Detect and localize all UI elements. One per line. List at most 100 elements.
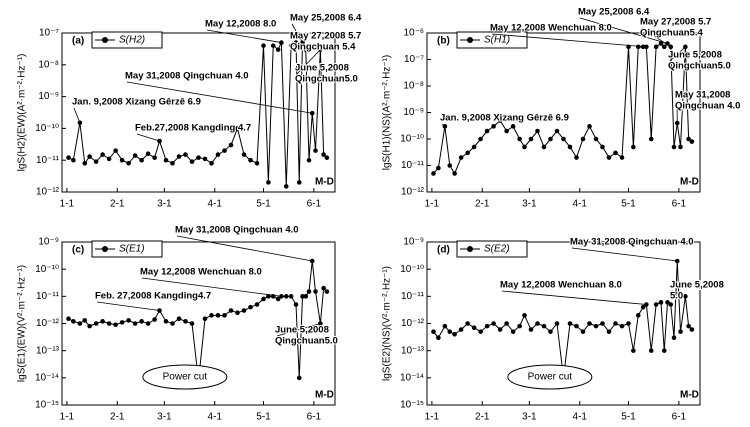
x-tick-label: 5-1 bbox=[256, 199, 271, 210]
data-point bbox=[279, 294, 284, 299]
data-point bbox=[471, 144, 477, 150]
data-point bbox=[71, 157, 76, 163]
data-point bbox=[686, 323, 691, 329]
data-point bbox=[306, 157, 312, 163]
data-point bbox=[631, 348, 636, 353]
data-point bbox=[619, 323, 625, 329]
data-point bbox=[689, 139, 695, 144]
data-point bbox=[436, 335, 441, 341]
data-point bbox=[248, 304, 253, 310]
data-point bbox=[447, 163, 453, 168]
data-point bbox=[261, 43, 266, 48]
x-tick-label: 4-1 bbox=[573, 412, 588, 423]
x-tick-label: 5-1 bbox=[256, 412, 271, 423]
data-point bbox=[139, 157, 144, 163]
data-point bbox=[119, 320, 125, 325]
data-point bbox=[535, 128, 540, 134]
annotation: 5.0 bbox=[670, 291, 683, 302]
data-point bbox=[170, 160, 175, 166]
data-point bbox=[510, 124, 516, 129]
legend-label: S(E1) bbox=[119, 244, 145, 255]
data-point bbox=[163, 157, 169, 163]
note: Power cut bbox=[163, 372, 208, 383]
data-point bbox=[593, 323, 599, 329]
data-point bbox=[296, 180, 302, 185]
y-tick-label: 10⁻¹³ bbox=[401, 345, 425, 356]
note: Power cut bbox=[528, 372, 573, 383]
y-tick-label: 10⁻⁸ bbox=[38, 59, 59, 70]
data-point bbox=[241, 152, 247, 157]
data-point bbox=[644, 302, 649, 307]
data-point bbox=[288, 43, 294, 48]
series-line bbox=[433, 42, 693, 175]
data-point bbox=[689, 327, 695, 332]
y-tick-label: 10⁻⁷ bbox=[39, 28, 59, 39]
data-point bbox=[293, 302, 299, 307]
data-point bbox=[235, 310, 240, 315]
data-point bbox=[567, 144, 573, 150]
data-point bbox=[686, 136, 691, 142]
data-point bbox=[145, 321, 151, 326]
annotation-leader bbox=[579, 17, 668, 44]
data-point bbox=[306, 289, 312, 294]
y-axis-label: lgS(H1)(NS)(A²·m⁻²·Hz⁻¹) bbox=[382, 55, 393, 171]
data-point bbox=[442, 323, 448, 329]
series-line bbox=[68, 260, 328, 381]
data-point bbox=[491, 321, 496, 326]
y-tick-label: 10⁻⁸ bbox=[403, 81, 424, 92]
data-point bbox=[324, 155, 330, 160]
data-point bbox=[447, 329, 453, 334]
annotation: May 31,2008 Qingchuan 4.0 bbox=[570, 237, 694, 248]
panel-label: (d) bbox=[437, 245, 450, 256]
annotation: Qingchuan 5.4 bbox=[290, 42, 356, 53]
x-tick-label: 3-1 bbox=[522, 199, 537, 210]
plot-frame bbox=[61, 32, 336, 193]
panel-label: (b) bbox=[437, 36, 450, 47]
data-point bbox=[678, 329, 683, 334]
x-tick-label: 3-1 bbox=[157, 412, 172, 423]
data-point bbox=[196, 155, 201, 160]
annotation: Qingchuan5.0 bbox=[668, 61, 731, 72]
x-tick-label: 6-1 bbox=[672, 412, 687, 423]
legend-box bbox=[91, 31, 163, 49]
data-point bbox=[561, 136, 566, 142]
data-point bbox=[528, 136, 534, 142]
data-point bbox=[313, 289, 318, 294]
x-tick-label: 6-1 bbox=[307, 412, 322, 423]
data-point bbox=[139, 319, 144, 324]
data-point bbox=[522, 313, 527, 318]
data-point bbox=[497, 327, 503, 332]
data-point bbox=[648, 348, 654, 353]
y-tick-label: 10⁻⁹ bbox=[38, 91, 59, 102]
data-point bbox=[436, 165, 441, 171]
data-point bbox=[517, 136, 522, 142]
data-point bbox=[66, 155, 71, 160]
annotation: May 27,2008 5.7 bbox=[290, 31, 361, 42]
data-point bbox=[283, 294, 289, 299]
legend-label: S(E2) bbox=[484, 244, 510, 255]
x-tick-label: 2-1 bbox=[110, 412, 125, 423]
data-point bbox=[275, 47, 281, 52]
data-point bbox=[100, 319, 105, 324]
data-point bbox=[478, 329, 483, 334]
data-point bbox=[640, 304, 646, 310]
legend-box bbox=[456, 240, 528, 258]
data-point bbox=[296, 375, 302, 381]
data-point bbox=[93, 159, 99, 164]
data-point bbox=[674, 258, 680, 264]
data-point bbox=[528, 327, 534, 332]
data-point bbox=[235, 126, 240, 131]
data-point bbox=[321, 152, 326, 157]
data-point bbox=[631, 144, 636, 150]
annotation-leader bbox=[276, 323, 321, 337]
data-point bbox=[510, 329, 516, 334]
y-tick-label: 10⁻⁹ bbox=[403, 107, 424, 118]
data-point bbox=[126, 318, 131, 323]
annotation-leader bbox=[126, 81, 313, 114]
annotation: Qingchuan5.0 bbox=[295, 74, 358, 85]
annotation: Qingchuan5.4 bbox=[640, 28, 704, 39]
y-tick-label: 10⁻¹⁰ bbox=[400, 134, 424, 145]
annotation-leader bbox=[671, 290, 686, 297]
data-point bbox=[613, 150, 618, 156]
